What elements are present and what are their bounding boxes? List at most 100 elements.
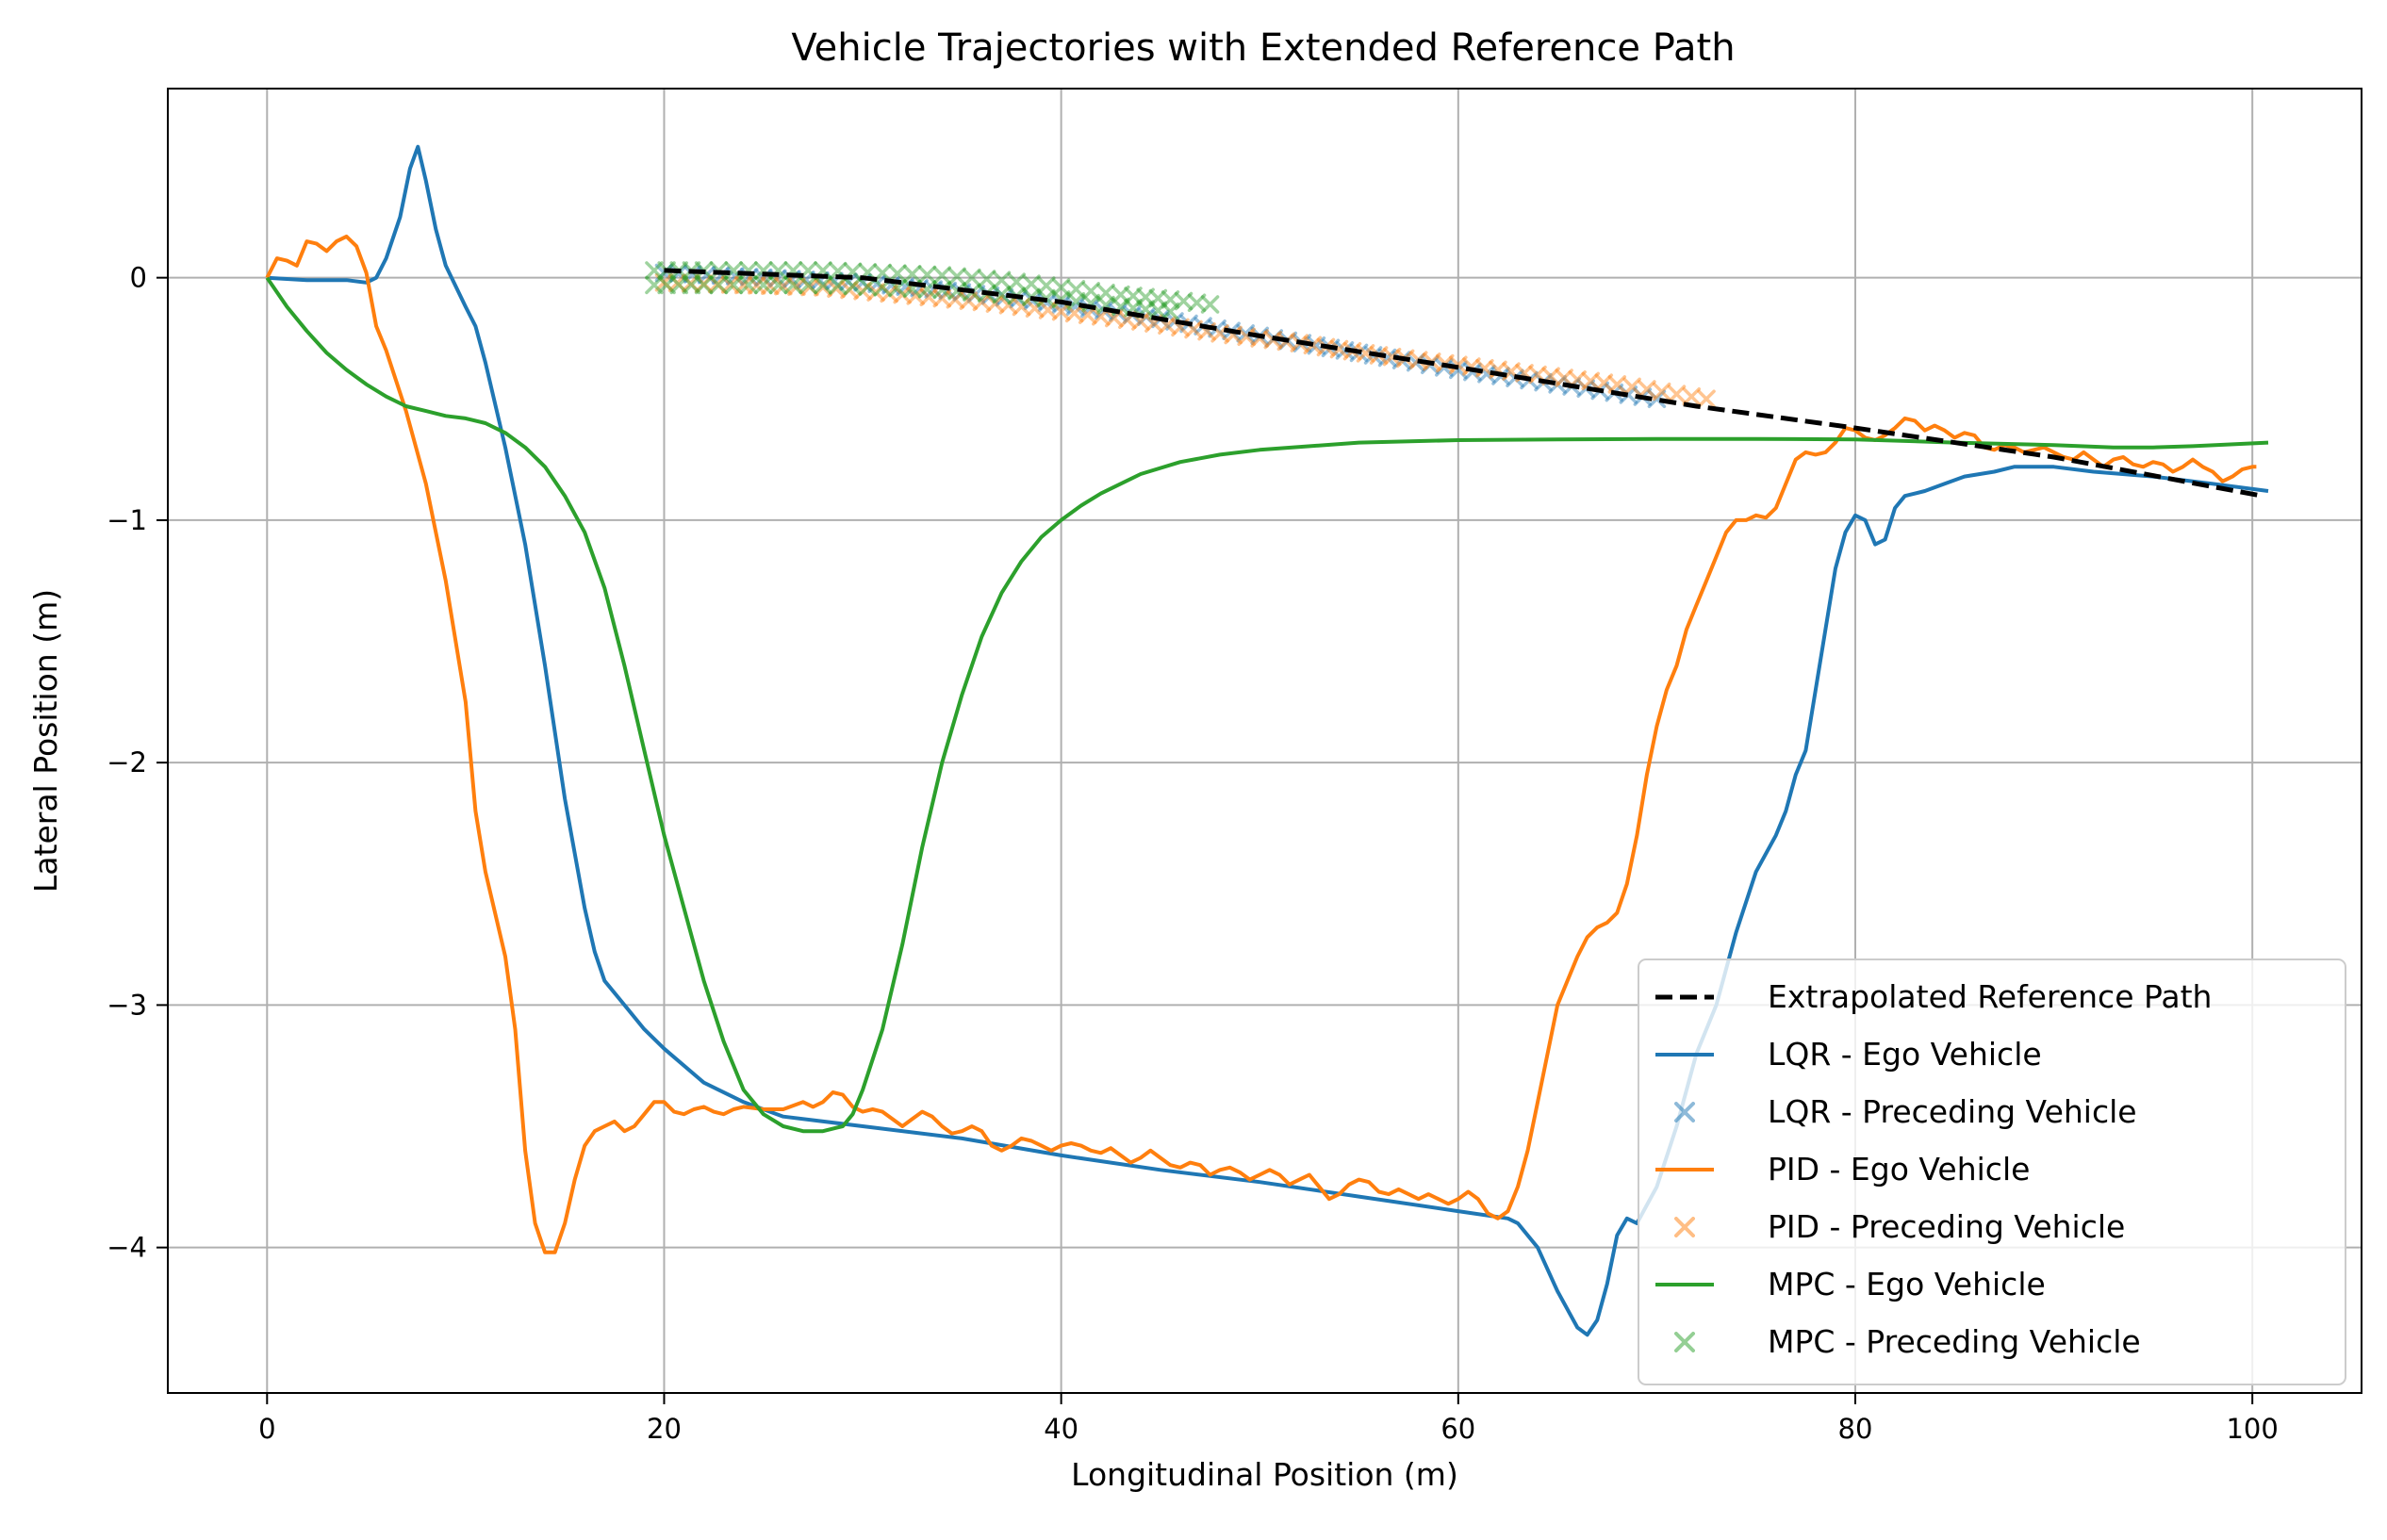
cross-stroke (1105, 308, 1124, 328)
cross-stroke (683, 265, 702, 284)
cross-stroke (733, 275, 753, 295)
legend-item: MPC - Preceding Vehicle (1674, 1323, 2141, 1360)
axes-frame (167, 88, 2362, 1394)
cross-stroke (774, 276, 793, 296)
cross-stroke (1652, 382, 1671, 401)
cross-stroke (1697, 389, 1716, 409)
marker-point (783, 275, 803, 295)
cross-stroke (1111, 285, 1130, 304)
legend-label: LQR - Preceding Vehicle (1768, 1093, 2137, 1130)
legend-swatch-cross (1674, 1102, 1695, 1122)
marker-point (1208, 319, 1226, 338)
cross-stroke (959, 291, 979, 310)
cross-stroke (1477, 365, 1496, 384)
cross-stroke (694, 274, 714, 293)
cross-stroke (1066, 280, 1086, 299)
marker-point (1081, 282, 1100, 301)
cross-stroke (1555, 369, 1573, 387)
legend-label: LQR - Ego Vehicle (1768, 1036, 2042, 1073)
cross-stroke (1548, 375, 1567, 394)
cross-stroke (1382, 347, 1402, 367)
legend-label: Extrapolated Reference Path (1768, 978, 2212, 1015)
cross-stroke (917, 265, 937, 285)
marker-point (932, 288, 952, 308)
cross-stroke (924, 280, 944, 299)
marker-point (1066, 280, 1086, 299)
cross-stroke (1148, 288, 1168, 308)
cross-stroke (720, 275, 740, 294)
cross-stroke (1137, 307, 1156, 326)
legend-item: PID - Ego Vehicle (1655, 1151, 2030, 1188)
legend-item: PID - Preceding Vehicle (1674, 1208, 2125, 1245)
cross-stroke (669, 275, 689, 295)
cross-stroke (1064, 303, 1084, 323)
legend-item: Extrapolated Reference Path (1655, 978, 2212, 1015)
cross-stroke (707, 274, 727, 294)
cross-stroke (843, 262, 863, 281)
marker-point (873, 263, 892, 283)
cross-stroke (1124, 287, 1143, 305)
axis-ticks: 0 20 40 60 80 100 0 −1 −2 −3 −4 (107, 262, 2279, 1445)
cross-stroke (1528, 365, 1547, 385)
cross-stroke (1187, 293, 1207, 312)
cross-stroke (1148, 288, 1168, 308)
marker-point (798, 275, 817, 295)
cross-stroke (645, 261, 664, 280)
cross-stroke (980, 287, 1000, 305)
cross-stroke (768, 261, 788, 280)
cross-stroke (1051, 290, 1071, 309)
cross-stroke (1449, 360, 1468, 380)
cross-stroke (1307, 336, 1326, 355)
cross-stroke (985, 294, 1005, 313)
marker-point (787, 277, 806, 296)
marker-point (747, 276, 766, 295)
cross-stroke (906, 287, 925, 305)
cross-stroke (1449, 355, 1468, 375)
marker-point (1148, 288, 1168, 308)
marker-point (1051, 278, 1071, 297)
cross-stroke (1012, 297, 1031, 317)
marker-point (1594, 373, 1614, 392)
cross-stroke (917, 265, 937, 285)
cross-stroke (1025, 299, 1045, 318)
cross-stroke (797, 270, 815, 289)
cross-stroke (858, 277, 878, 297)
marker-point (902, 265, 922, 284)
cross-stroke (645, 275, 664, 295)
cross-stroke (1576, 379, 1595, 399)
marker-point (827, 279, 846, 298)
cross-stroke (800, 277, 819, 297)
mpc-ego-vehicle-line (265, 276, 2269, 1134)
cross-stroke (932, 266, 952, 285)
marker-point (1096, 283, 1115, 303)
cross-stroke (1111, 285, 1130, 304)
cross-stroke (1576, 379, 1595, 399)
cross-stroke (1136, 300, 1155, 319)
cross-stroke (768, 275, 788, 295)
cross-stroke (709, 275, 729, 295)
cross-stroke (1377, 348, 1397, 368)
plot-area (265, 144, 2269, 1337)
x-tick-label: 100 (2226, 1413, 2278, 1445)
cross-stroke (1038, 301, 1058, 319)
legend: Extrapolated Reference Path LQR - Ego Veh… (1638, 958, 2346, 1385)
cross-stroke (667, 273, 687, 292)
cross-stroke (1697, 389, 1716, 409)
marker-point (1174, 291, 1194, 311)
cross-stroke (783, 275, 803, 295)
cross-stroke (840, 280, 859, 300)
cross-stroke (919, 287, 939, 306)
cross-stroke (654, 263, 674, 283)
marker-point (681, 273, 700, 293)
cross-stroke (814, 275, 832, 295)
cross-stroke (1025, 299, 1045, 318)
cross-stroke (1329, 339, 1349, 359)
cross-stroke (992, 285, 1012, 304)
marker-point (963, 268, 981, 287)
cross-stroke (761, 276, 780, 295)
marker-point (924, 280, 944, 299)
cross-stroke (952, 283, 972, 302)
cross-stroke (1174, 291, 1194, 311)
marker-point (1638, 380, 1656, 399)
